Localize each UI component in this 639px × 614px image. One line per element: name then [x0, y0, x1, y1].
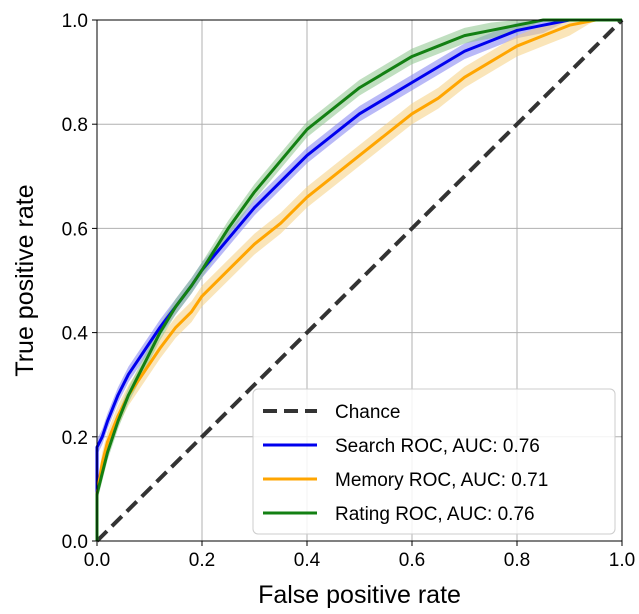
x-tick-label: 1.0: [609, 550, 635, 571]
roc-lines: [95, 18, 622, 541]
x-tick-label: 0.6: [399, 550, 425, 571]
x-tick-label: 0.4: [294, 550, 321, 571]
roc-line-0: [95, 18, 622, 541]
y-tick-label: 0.0: [62, 532, 88, 553]
y-tick-label: 0.6: [62, 219, 88, 240]
x-tick-label: 0.8: [504, 550, 530, 571]
legend: Chance Search ROC, AUC: 0.76 Memory ROC, A…: [252, 388, 616, 535]
y-tick-label: 0.2: [62, 428, 88, 449]
x-axis-label: False positive rate: [258, 581, 461, 609]
axis-ticks: 0.0 0.2 0.4 0.6 0.8 1.0 0.0 0.2 0.4 0.6 0.8 1.0: [62, 11, 636, 571]
chance-line: [95, 18, 624, 543]
x-tick-label: 0.0: [84, 550, 110, 571]
legend-label: Chance: [335, 402, 401, 423]
legend-label: Rating ROC, AUC: 0.76: [335, 504, 535, 525]
legend-label: Search ROC, AUC: 0.76: [335, 436, 540, 457]
roc-line-2: [95, 18, 622, 541]
legend-label: Memory ROC, AUC: 0.71: [335, 470, 548, 491]
grid-lines: [96, 19, 623, 542]
plot-frame: [96, 19, 623, 542]
y-tick-label: 0.4: [62, 324, 89, 345]
y-tick-label: 1.0: [62, 11, 88, 32]
y-axis-label: True positive rate: [11, 184, 39, 376]
y-tick-label: 0.8: [62, 115, 88, 136]
legend-box: [252, 388, 616, 535]
chance-layer: [95, 18, 624, 543]
x-tick-label: 0.2: [189, 550, 215, 571]
